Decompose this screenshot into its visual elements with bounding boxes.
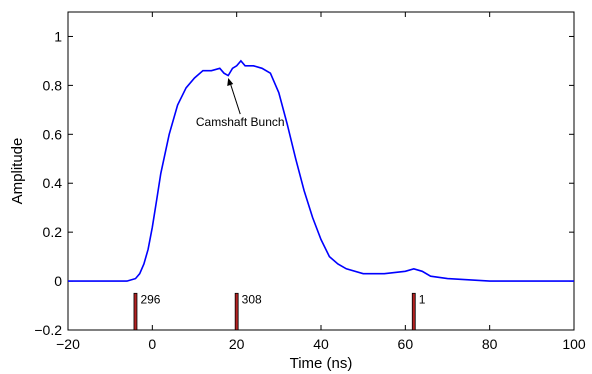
bunch-marker-label: 296	[140, 292, 160, 306]
y-axis-label: Amplitude	[9, 138, 26, 205]
series-line	[68, 59, 574, 282]
x-tick-label: 100	[562, 336, 586, 352]
annotation-arrowhead	[227, 78, 234, 87]
bunch-marker	[411, 292, 416, 331]
x-tick-label: 80	[482, 336, 498, 352]
y-tick-label: 0	[54, 273, 62, 289]
bunch-marker	[133, 292, 138, 331]
y-tick-label: 1	[54, 28, 62, 44]
y-tick-label: −0.2	[34, 322, 62, 338]
bunch-marker	[234, 292, 239, 331]
annotation-arrow	[228, 79, 241, 115]
plot-frame	[67, 11, 575, 331]
y-tick-label: 0.8	[43, 77, 63, 93]
bunch-marker-label: 1	[419, 292, 426, 306]
x-axis-label: Time (ns)	[290, 355, 353, 372]
y-tick-label: 0.2	[43, 224, 63, 240]
y-tick-label: 0.6	[43, 126, 63, 142]
bunch-marker-label: 308	[242, 292, 262, 306]
x-tick-label: −20	[56, 336, 80, 352]
x-tick-label: 20	[229, 336, 245, 352]
y-tick-label: 0.4	[43, 175, 63, 191]
x-tick-label: 60	[398, 336, 414, 352]
annotation-label: Camshaft Bunch	[196, 115, 285, 129]
x-tick-label: 0	[148, 336, 156, 352]
x-tick-label: 40	[313, 336, 329, 352]
